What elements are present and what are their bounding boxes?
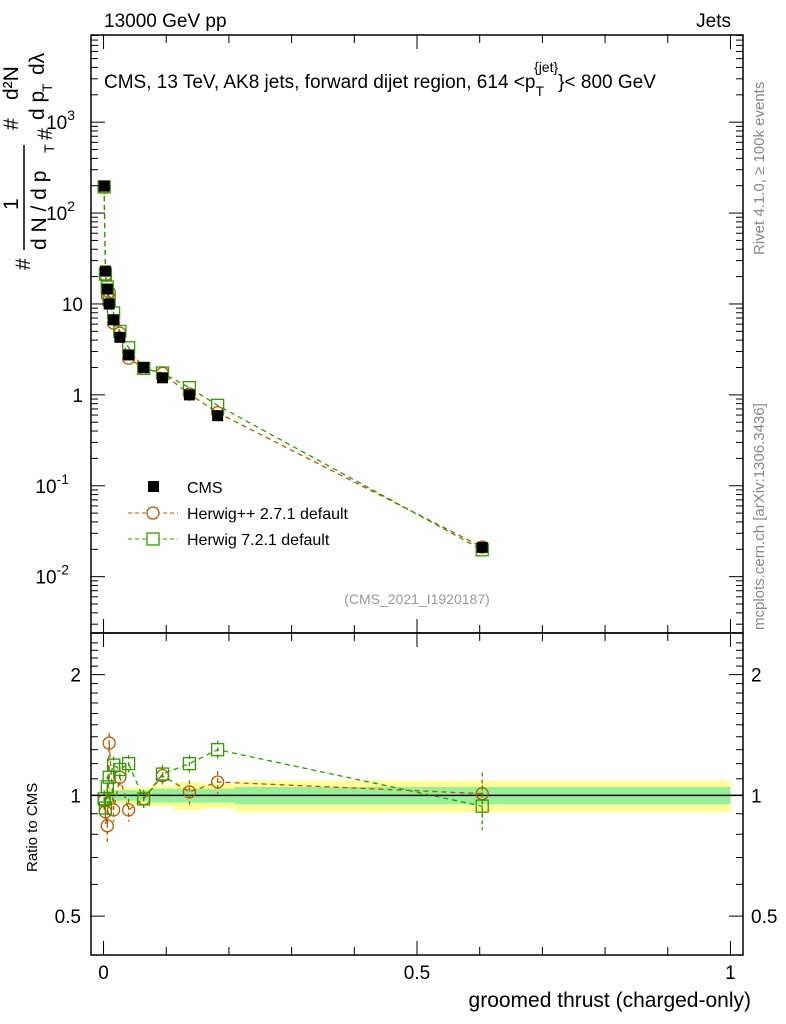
legend: CMS Herwig++ 2.7.1 default Herwig 7.2.1 … [128, 480, 349, 549]
ratio-y-tick-label-right: 1 [751, 786, 762, 807]
ratio-y-tick-label-right: 0.5 [751, 907, 777, 928]
svg-text:#: # [34, 128, 57, 140]
legend-label-cms: CMS [187, 480, 223, 497]
series-line-1 [103, 186, 483, 551]
cms-point [98, 180, 110, 192]
legend-marker-cms [148, 481, 159, 492]
svg-text:T: T [41, 144, 57, 153]
ratio-line-0 [103, 743, 483, 826]
x-tick-label: 1 [725, 963, 736, 984]
header-left: 13000 GeV pp [104, 11, 227, 32]
cms-point [156, 372, 168, 384]
svg-text:d p: d p [26, 91, 49, 120]
cms-point [101, 283, 113, 295]
svg-text:1: 1 [0, 198, 23, 210]
y-axis-label: # 1 d N / d p T # d p T dλ d²N # [0, 52, 57, 270]
ratio-y-axis-label: Ratio to CMS [24, 783, 41, 872]
cms-point [212, 410, 224, 422]
x-tick-label: 0 [98, 963, 109, 984]
cms-point [138, 362, 150, 374]
rivet-label: Rivet 4.1.0, ≥ 100k events [751, 82, 768, 255]
chart-title: CMS, 13 TeV, AK8 jets, forward dijet reg… [104, 59, 656, 99]
legend-label-herwig7: Herwig 7.2.1 default [187, 532, 330, 549]
svg-text:T: T [39, 83, 55, 92]
cms-point [476, 541, 488, 553]
cms-point [123, 349, 135, 361]
legend-marker-herwigpp [146, 506, 160, 520]
y-tick-label: 10-1 [35, 471, 69, 498]
cms-point [99, 265, 111, 277]
ratio-y-tick-label: 0.5 [55, 907, 81, 928]
ratio-y-tick-label: 2 [70, 666, 81, 687]
x-axis-label: groomed thrust (charged-only) [469, 989, 751, 1012]
y-tick-label: 10-2 [35, 562, 69, 589]
y-tick-label: 102 [46, 198, 75, 225]
cms-point [108, 314, 120, 326]
ratio-y-tick-label: 1 [70, 786, 81, 807]
legend-marker-herwig7 [146, 532, 160, 546]
y-tick-label: 1 [72, 386, 83, 407]
ratio-y-tick-label-right: 2 [751, 666, 762, 687]
analysis-label: (CMS_2021_I1920187) [344, 591, 490, 607]
header-right: Jets [696, 11, 731, 32]
svg-text:#: # [12, 258, 35, 270]
cms-point [114, 331, 126, 343]
y-tick-label: 10 [62, 295, 83, 316]
y-tick-label: 103 [46, 107, 75, 134]
x-tick-label: 0.5 [404, 963, 430, 984]
mcplots-label: mcplots.cern.ch [arXiv:1306.3436] [751, 403, 768, 630]
cms-point [103, 298, 115, 310]
legend-label-herwigpp: Herwig++ 2.7.1 default [187, 506, 349, 523]
svg-text:dλ: dλ [26, 52, 49, 75]
ratio-line-1 [103, 748, 483, 809]
svg-text:#: # [0, 118, 23, 130]
svg-text:d²N: d²N [0, 66, 23, 100]
svg-text:d N / d p: d N / d p [28, 171, 51, 250]
cms-point [183, 389, 195, 401]
